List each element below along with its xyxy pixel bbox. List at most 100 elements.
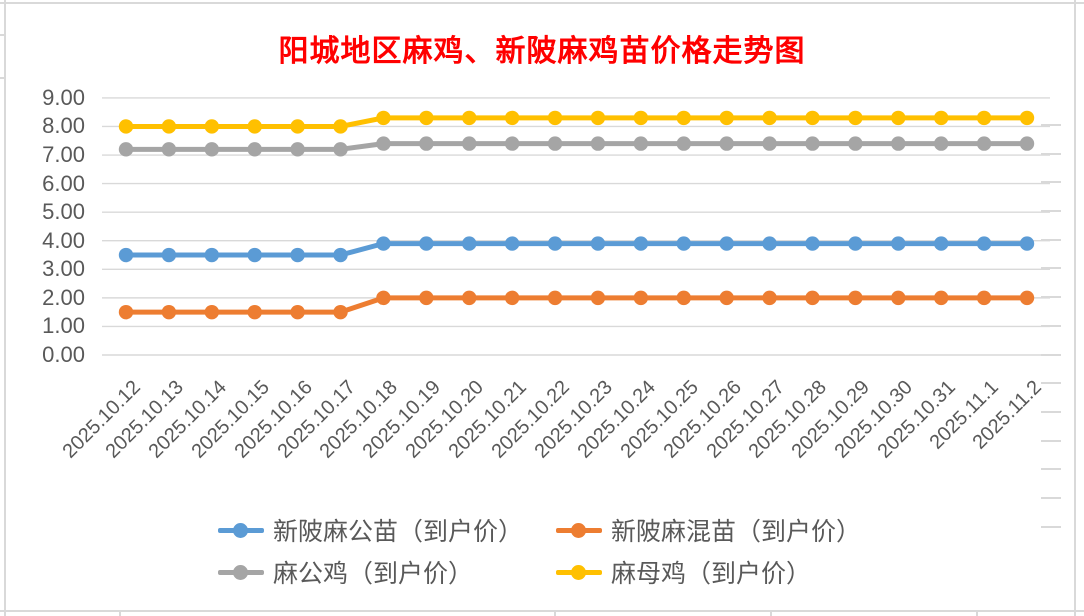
legend-label: 麻母鸡（到户价） (611, 561, 812, 588)
data-point-marker (590, 136, 606, 151)
y-tick-label: 5.00 (42, 199, 85, 225)
spreadsheet-row-stub (1041, 526, 1061, 528)
data-point-marker (333, 304, 348, 320)
data-point-marker (891, 136, 906, 151)
spreadsheet-row-stub (1041, 181, 1061, 183)
spreadsheet-row-stub (1041, 210, 1061, 212)
data-point-marker (118, 119, 134, 134)
data-point-marker (118, 142, 134, 157)
y-tick-label: 2.00 (42, 284, 85, 310)
data-point-marker (247, 304, 262, 320)
data-point-marker (848, 136, 863, 151)
data-point-marker (504, 136, 520, 151)
spreadsheet-row-stub (0, 34, 5, 36)
data-point-marker (118, 247, 134, 263)
spreadsheet-row-stub (1041, 296, 1061, 298)
data-point-marker (161, 247, 177, 263)
series-line (123, 241, 1030, 258)
data-point-marker (204, 247, 220, 263)
spreadsheet-col-tick (119, 611, 121, 616)
spreadsheet-row-stub (1041, 497, 1061, 499)
data-point-marker (247, 247, 262, 263)
data-point-marker (1019, 290, 1035, 306)
spreadsheet-row-stub (1041, 239, 1061, 241)
data-point-marker (676, 136, 691, 151)
data-point-marker (290, 142, 305, 157)
data-point-marker (504, 110, 520, 126)
data-point-marker (290, 119, 305, 134)
data-point-marker (805, 110, 820, 126)
legend-item: 新陂麻混苗（到户价） (556, 517, 861, 546)
spreadsheet-gridline-top (0, 2, 1084, 4)
series-line (123, 295, 1030, 315)
legend-label: 新陂麻公苗（到户价） (273, 519, 524, 546)
spreadsheet-col-tick (976, 611, 978, 616)
y-tick-label: 1.00 (42, 313, 85, 339)
data-point-marker (933, 110, 949, 126)
chart-title: 阳城地区麻鸡、新陂麻鸡苗价格走势图 (278, 35, 806, 68)
data-point-marker (1019, 136, 1035, 151)
y-tick-label: 3.00 (42, 256, 85, 282)
data-point-marker (376, 290, 391, 306)
series-line (123, 115, 1030, 129)
data-point-marker (376, 110, 391, 126)
y-tick-label: 6.00 (42, 170, 85, 196)
data-point-marker (676, 236, 691, 251)
data-point-marker (547, 236, 563, 251)
legend-label: 麻公鸡（到户价） (273, 561, 474, 588)
data-point-marker (719, 136, 734, 151)
data-point-marker (633, 236, 649, 251)
spreadsheet-row-stub (0, 77, 5, 79)
data-point-marker (419, 236, 434, 251)
data-point-marker (762, 136, 777, 151)
data-point-marker (805, 236, 820, 251)
data-point-marker (719, 290, 734, 306)
data-point-marker (462, 290, 477, 306)
data-point-marker (462, 236, 477, 251)
legend-line-marker-icon (218, 522, 264, 538)
data-point-marker (547, 136, 563, 151)
data-point-marker (933, 290, 949, 306)
data-point-marker (762, 290, 777, 306)
data-point-marker (848, 110, 863, 126)
data-point-marker (247, 119, 262, 134)
data-point-marker (719, 236, 734, 251)
data-point-marker (805, 136, 820, 151)
data-point-marker (848, 236, 863, 251)
data-point-marker (290, 247, 305, 263)
data-point-marker (333, 119, 348, 134)
data-point-marker (762, 236, 777, 251)
data-point-marker (333, 142, 348, 157)
data-point-marker (462, 136, 477, 151)
spreadsheet-row-stub (1041, 124, 1061, 126)
y-tick-label: 7.00 (42, 142, 85, 168)
y-tick-label: 0.00 (42, 342, 85, 367)
data-point-marker (1019, 236, 1035, 251)
data-point-marker (848, 290, 863, 306)
data-point-marker (676, 110, 691, 126)
data-point-marker (891, 110, 906, 126)
data-point-marker (933, 136, 949, 151)
data-point-marker (976, 290, 992, 306)
data-point-marker (590, 110, 606, 126)
legend-line-marker-icon (556, 564, 602, 580)
data-point-marker (719, 110, 734, 126)
data-point-marker (976, 136, 992, 151)
data-point-marker (161, 142, 177, 157)
data-point-marker (891, 236, 906, 251)
data-point-marker (118, 304, 134, 320)
data-point-marker (976, 110, 992, 126)
spreadsheet-col-tick (554, 611, 556, 616)
data-point-marker (504, 290, 520, 306)
data-point-marker (204, 304, 220, 320)
data-point-marker (633, 110, 649, 126)
data-point-marker (204, 119, 220, 134)
legend-item: 麻母鸡（到户价） (556, 559, 811, 588)
data-point-marker (376, 236, 391, 251)
spreadsheet-col-tick (770, 611, 772, 616)
spreadsheet-gridline-right (1074, 0, 1076, 616)
data-point-marker (290, 304, 305, 320)
spreadsheet-gridline-bottom (0, 610, 1084, 612)
